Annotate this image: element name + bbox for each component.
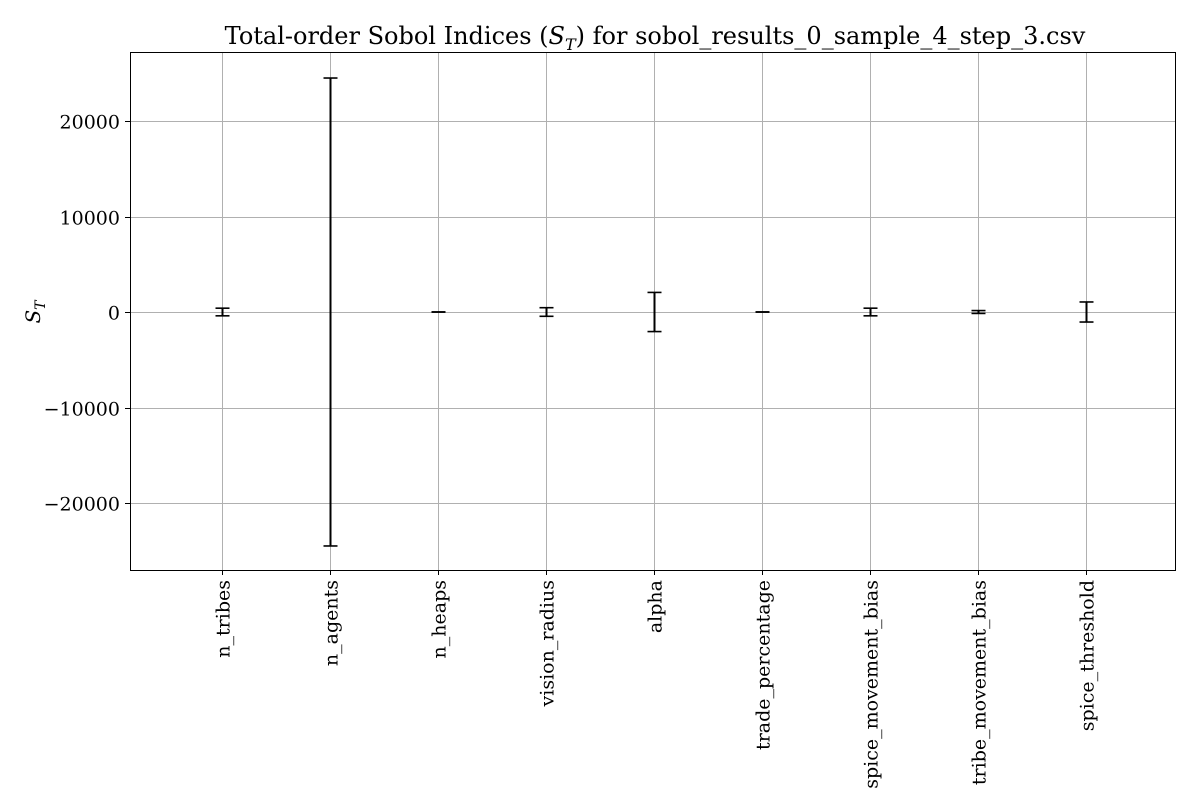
x-tick-label: n_agents (321, 580, 343, 666)
y-tick-label: 0 (108, 303, 120, 325)
error-bar (1079, 301, 1094, 323)
x-tick-label: trade_percentage (753, 580, 775, 750)
error-bar (323, 77, 338, 547)
y-tick-label: 10000 (60, 208, 120, 230)
error-bar (215, 307, 230, 317)
x-tick-label: vision_radius (537, 580, 559, 707)
y-axis-label: ST (21, 299, 49, 324)
x-tick-label: n_tribes (213, 580, 235, 658)
chart-title-before: Total-order Sobol Indices ( (225, 22, 549, 50)
grid-lines (130, 52, 1175, 570)
plot-area-frame (130, 52, 1176, 571)
error-bars (215, 77, 1094, 547)
y-tick-label: 20000 (60, 112, 120, 134)
x-tick-label: spice_threshold (1077, 580, 1099, 731)
chart-title-after: ) for sobol_results_0_sample_4_step_3.cs… (576, 22, 1086, 50)
x-tick-label: spice_movement_bias (861, 580, 883, 789)
y-axis-label-symbol: S (21, 310, 45, 324)
error-bar (971, 309, 986, 315)
error-bar (863, 307, 878, 317)
chart-title-subscript: T (565, 35, 577, 54)
error-bar (647, 291, 662, 333)
chart-title-symbol: S (549, 22, 565, 50)
x-tick-label: n_heaps (429, 580, 451, 658)
x-axis-ticks: n_tribes n_agents n_heaps vision_radius alph… (213, 570, 1099, 789)
y-axis-label-subscript: T (33, 299, 49, 310)
x-tick-label: alpha (645, 580, 667, 633)
chart-title: Total-order Sobol Indices (ST) for sobol… (225, 22, 1086, 54)
y-axis-ticks: −20000 −10000 0 10000 20000 (44, 112, 130, 516)
error-bar (539, 306, 554, 318)
x-tick-label: tribe_movement_bias (969, 580, 991, 785)
y-tick-label: −10000 (44, 399, 120, 421)
y-tick-label: −20000 (44, 494, 120, 516)
